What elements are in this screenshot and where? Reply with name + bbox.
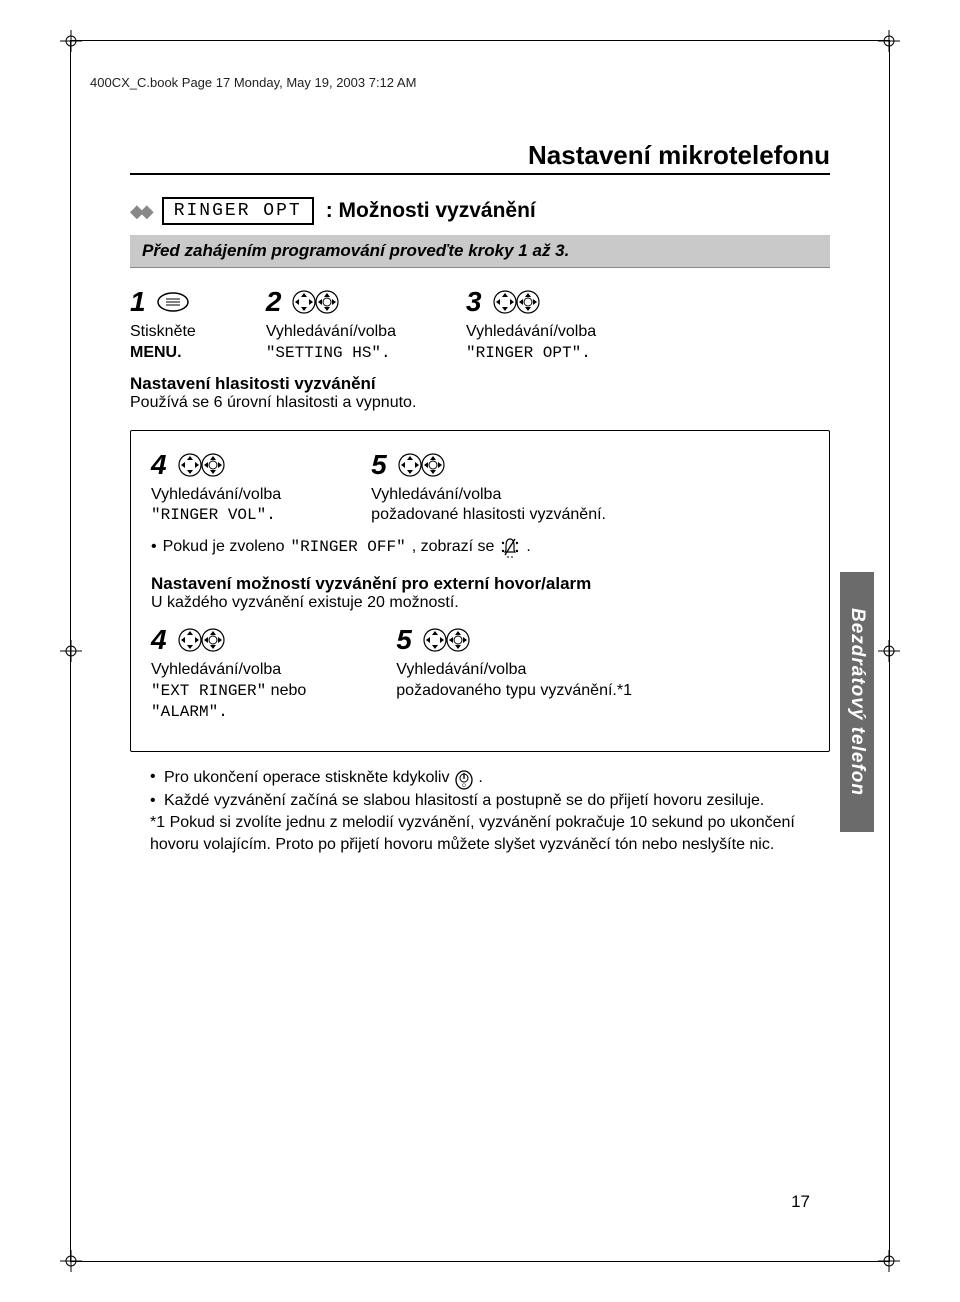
step-line: Vyhledávání/volba [151,660,306,681]
crop-mark-icon [878,640,900,662]
subsection-heading: Nastavení možností vyzvánění pro externí… [151,574,809,594]
nav-pad-icon [397,451,445,479]
nav-pad-icon [177,626,225,654]
step-4b: 4 Vyhledávání/volba [151,624,306,722]
crop-mark-icon [60,1250,82,1272]
note-item: Pro ukončení operace stiskněte kdykoliv … [150,766,830,790]
subsection-heading: Nastavení hlasitosti vyzvánění [130,374,830,394]
note-text: Pokud je zvoleno [163,538,285,556]
thumb-tab: Bezdrátový telefon [840,572,874,832]
step-line: "EXT RINGER" [151,682,266,700]
prep-bar: Před zahájením programování proveďte kro… [130,235,830,268]
step-number: 4 [151,624,167,656]
step-number: 3 [466,286,482,318]
steps-row-top: 1 Stiskněte MENU. 2 [130,286,830,364]
step-3: 3 Vyhledávání/volba "RINGER OPT". [466,286,596,364]
subsection-body: Používá se 6 úrovní hlasitosti a vypnuto… [130,394,830,412]
step-line: požadované hlasitosti vyzvánění. [371,505,606,526]
step-line: nebo [266,682,306,699]
step-1: 1 Stiskněte MENU. [130,286,196,364]
note-text: Pro ukončení operace stiskněte kdykoliv [164,769,454,786]
note-text: , zobrazí se [412,538,495,556]
step-number: 5 [371,449,387,481]
menu-button-icon [156,291,190,313]
crop-mark-icon [878,1250,900,1272]
step-number: 5 [396,624,412,656]
diamond-bullet-icon: ◆◆ [130,201,150,222]
step-4: 4 Vyhledávání/volba [151,449,281,527]
page-content: Nastavení mikrotelefonu ◆◆ RINGER OPT : … [130,140,830,857]
step-line: Vyhledávání/volba [151,485,281,506]
crop-mark-icon [878,30,900,52]
step-desc: Vyhledávání/volba požadované hlasitosti … [371,485,606,527]
framemaker-header: 400CX_C.book Page 17 Monday, May 19, 200… [90,75,416,90]
step-line: "ALARM". [151,703,228,721]
step-desc: Vyhledávání/volba "RINGER VOL". [151,485,281,527]
nav-pad-icon [291,288,339,316]
step-line: "RINGER VOL". [151,506,276,524]
lcd-label: RINGER OPT [162,197,314,225]
nav-pad-icon [422,626,470,654]
note-item: Každé vyzvánění začíná se slabou hlasito… [150,790,830,812]
subsection-body: U každého vyzvánění existuje 20 možností… [151,594,809,612]
step-line: Vyhledávání/volba [466,322,596,343]
step-line: MENU. [130,343,196,364]
bell-off-icon [500,536,520,558]
step-line: požadovaného typu vyzvánění.*1 [396,681,632,702]
step-desc: Vyhledávání/volba "RINGER OPT". [466,322,596,364]
title-rule [130,173,830,175]
step-line: Stiskněte [130,322,196,343]
procedure-box-1: 4 Vyhledávání/volba [130,430,830,752]
nav-pad-icon [492,288,540,316]
nav-pad-icon [177,451,225,479]
note-text: . [526,538,530,556]
step-5b: 5 Vyhledávání/volba [396,624,632,722]
step-desc: Vyhledávání/volba požadovaného typu vyzv… [396,660,632,702]
step-line: Vyhledávání/volba [266,322,396,343]
footnote-item: *1 Pokud si zvolíte jednu z melodií vyzv… [150,812,830,857]
chapter-title: Nastavení mikrotelefonu [130,140,830,171]
crop-mark-icon [60,30,82,52]
step-line: "RINGER OPT". [466,344,591,362]
step-number: 4 [151,449,167,481]
power-off-button-icon: ⏻ [454,766,474,790]
crop-mark-icon [60,640,82,662]
step-desc: Vyhledávání/volba "SETTING HS". [266,322,396,364]
step-line: Vyhledávání/volba [396,660,632,681]
step-line: Vyhledávání/volba [371,485,606,506]
notes-list: Pro ukončení operace stiskněte kdykoliv … [130,766,830,857]
section-title: : Možnosti vyzvánění [326,199,536,223]
step-number: 1 [130,286,146,318]
step-line: "SETTING HS". [266,344,391,362]
note-code: "RINGER OFF" [290,538,405,556]
page-number: 17 [791,1192,810,1212]
step-desc: Vyhledávání/volba "EXT RINGER" nebo "ALA… [151,660,306,722]
step-number: 2 [266,286,282,318]
note-text: . [478,769,482,786]
step-2: 2 Vyhledávání/volba "SETTING HS". [266,286,396,364]
step-5: 5 Vyhledávání/volba [371,449,606,527]
svg-text:⏻: ⏻ [462,783,466,789]
step-desc: Stiskněte MENU. [130,322,196,364]
ringer-off-note: • Pokud je zvoleno "RINGER OFF" , zobraz… [151,536,809,558]
section-heading-row: ◆◆ RINGER OPT : Možnosti vyzvánění [130,197,830,225]
